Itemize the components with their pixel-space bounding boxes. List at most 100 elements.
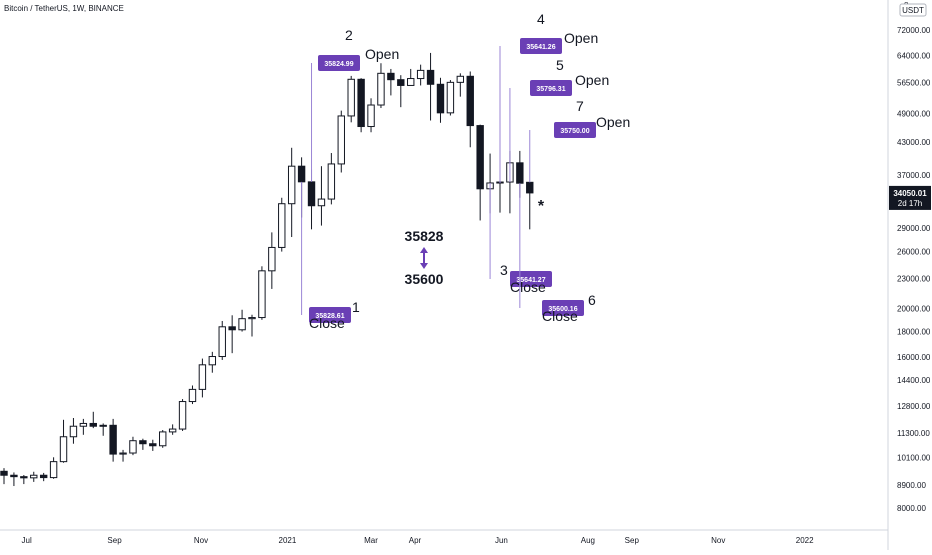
- candle[interactable]: [258, 266, 266, 320]
- candle[interactable]: [198, 358, 207, 398]
- range-arrow-down: [420, 263, 428, 269]
- x-tick-label: Aug: [581, 536, 595, 545]
- candle[interactable]: [218, 320, 226, 360]
- currency-label: USDT: [902, 6, 924, 15]
- candle[interactable]: [228, 315, 236, 354]
- candle[interactable]: [20, 475, 28, 485]
- candle[interactable]: [119, 449, 127, 462]
- candle[interactable]: [149, 439, 157, 451]
- candle[interactable]: [327, 153, 336, 205]
- candle-body-down: [526, 181, 534, 194]
- candle[interactable]: [526, 181, 534, 230]
- annotation-number: 4: [537, 11, 545, 27]
- currency-button[interactable]: USDT: [899, 3, 927, 17]
- current-price-value: 34050.01: [893, 189, 927, 198]
- x-tick-label: Sep: [625, 536, 640, 545]
- candle-body-down: [228, 326, 236, 331]
- y-tick-label: 16000.00: [897, 353, 931, 362]
- x-tick-label: 2021: [279, 536, 297, 545]
- candle[interactable]: [168, 424, 177, 435]
- price-badge: [520, 38, 562, 54]
- candle[interactable]: [397, 75, 405, 108]
- candle-body-up: [238, 318, 246, 331]
- candle[interactable]: [287, 147, 296, 238]
- candle-body-up: [119, 452, 127, 455]
- candle-body-down: [426, 69, 435, 85]
- price-badge-text: 35828.61: [315, 313, 344, 320]
- annotation-number: 1: [352, 299, 360, 315]
- candle[interactable]: [317, 166, 326, 226]
- range-note: 35828 35600: [405, 228, 444, 287]
- candle[interactable]: [377, 63, 385, 109]
- y-tick-label: 10100.00: [897, 453, 931, 462]
- candle[interactable]: [159, 429, 167, 448]
- x-tick-label: 2022: [796, 536, 814, 545]
- candle[interactable]: [436, 77, 445, 123]
- candle-body-down: [436, 83, 445, 114]
- candle[interactable]: [268, 232, 276, 289]
- candle[interactable]: [387, 68, 395, 96]
- candle[interactable]: [426, 52, 435, 121]
- candle-body-up: [367, 104, 375, 128]
- candle[interactable]: [456, 73, 465, 97]
- candle[interactable]: [10, 472, 18, 487]
- candle[interactable]: [466, 71, 474, 148]
- candle-body-down: [109, 424, 117, 455]
- candle-body-down: [139, 440, 147, 445]
- candle-body-up: [79, 422, 88, 427]
- candle[interactable]: [278, 197, 286, 252]
- y-tick-label: 49000.00: [897, 110, 931, 119]
- price-badge: [530, 80, 572, 96]
- candle[interactable]: [367, 98, 375, 133]
- candle-body-up: [337, 115, 345, 165]
- candle-body-up: [30, 474, 38, 479]
- candle-body-up: [317, 198, 326, 207]
- asterisk-marker: *: [538, 198, 545, 215]
- candle[interactable]: [0, 468, 8, 485]
- candle[interactable]: [39, 472, 48, 482]
- candle[interactable]: [446, 80, 455, 116]
- candle[interactable]: [69, 417, 78, 444]
- candle[interactable]: [30, 471, 38, 482]
- annotation-label: Close: [510, 279, 546, 295]
- candle[interactable]: [357, 78, 365, 133]
- candle[interactable]: [238, 309, 246, 332]
- candle[interactable]: [407, 68, 415, 86]
- candle-body-down: [39, 474, 48, 479]
- candle[interactable]: [79, 418, 88, 435]
- candle[interactable]: [89, 411, 97, 429]
- candle[interactable]: [129, 436, 137, 456]
- candle[interactable]: [248, 314, 256, 337]
- chart-title: Bitcoin / TetherUS, 1W, BINANCE: [4, 4, 124, 13]
- candle-body-up: [178, 401, 187, 430]
- candle-body-down: [476, 125, 484, 190]
- candle-body-up: [188, 388, 197, 403]
- candle-body-up: [456, 75, 465, 83]
- candle[interactable]: [188, 385, 197, 405]
- x-tick-label: Apr: [409, 536, 422, 545]
- price-badge: [510, 271, 552, 287]
- candle[interactable]: [347, 75, 355, 123]
- candle-body-up: [416, 69, 425, 80]
- candle[interactable]: [337, 110, 345, 173]
- candle[interactable]: [99, 423, 107, 436]
- candle-body-up: [327, 163, 336, 200]
- candle[interactable]: [208, 351, 217, 373]
- candle-body-down: [516, 162, 524, 184]
- candle-body-up: [407, 78, 415, 86]
- candle[interactable]: [139, 438, 147, 450]
- y-tick-label: 8900.00: [897, 481, 926, 490]
- candle[interactable]: [109, 418, 117, 462]
- candle-body-up: [248, 317, 256, 320]
- annotation-number: 6: [588, 292, 596, 308]
- annotation-label: Open: [575, 72, 609, 88]
- candle[interactable]: [416, 64, 425, 86]
- candle[interactable]: [59, 419, 68, 463]
- candle[interactable]: [49, 457, 58, 479]
- candle-body-up: [208, 356, 217, 366]
- range-high: 35828: [405, 228, 444, 244]
- candle[interactable]: [476, 124, 484, 221]
- candle[interactable]: [178, 399, 187, 431]
